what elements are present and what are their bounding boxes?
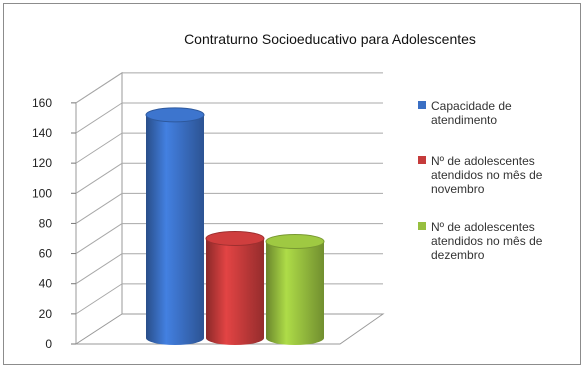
bar-3 [265, 234, 325, 345]
gridline-diagonal [75, 223, 123, 254]
y-tick-labels: 0 20 40 60 80 100 120 140 160 [32, 96, 52, 351]
legend-item: Nº de adolescentes atendidos no mês de nov… [418, 154, 543, 196]
gridline-diagonal [75, 162, 123, 194]
bar-top [205, 231, 265, 246]
bars-layer [145, 107, 325, 346]
y-tick-label: 160 [32, 96, 52, 110]
legend: Capacidade de atendimento Nº de adolescent… [418, 99, 543, 262]
y-tick-label: 120 [32, 156, 52, 170]
gridline-diagonal [75, 193, 123, 224]
y-tick-label: 60 [39, 247, 53, 261]
bar-top [145, 107, 205, 123]
bar-body [146, 114, 204, 346]
y-tick-label: 0 [45, 337, 52, 351]
legend-label: Nº de adolescentes atendidos no mês de nov… [431, 154, 543, 196]
gridline-diagonal [75, 253, 123, 285]
gridline-diagonal [75, 132, 123, 164]
gridline-diagonal [75, 102, 123, 134]
legend-label: Nº de adolescentes atendidos no mês de dez… [431, 220, 543, 262]
legend-swatch [418, 222, 426, 230]
bar-1 [145, 107, 205, 346]
gridline-diagonal [75, 72, 123, 104]
legend-swatch [418, 101, 426, 109]
gridline-diagonal [75, 283, 123, 315]
bar-2 [205, 231, 265, 345]
legend-item: Nº de adolescentes atendidos no mês de dez… [418, 220, 543, 262]
y-tick-label: 20 [39, 307, 53, 321]
chart-title: Contraturno Socioeducativo para Adolesce… [184, 31, 476, 47]
y-tick-label: 80 [39, 216, 53, 230]
legend-swatch [418, 156, 426, 164]
chart-frame: Contraturno Socioeducativo para Adolesce… [3, 3, 581, 365]
bar-body [206, 238, 264, 345]
bar-top [265, 234, 325, 250]
legend-item: Capacidade de atendimento [418, 99, 512, 127]
chart-svg: Contraturno Socioeducativo para Adolesce… [32, 31, 543, 351]
y-tick-label: 40 [39, 277, 53, 291]
y-tick-label: 140 [32, 126, 52, 140]
y-tick-label: 100 [32, 186, 52, 200]
bar-body [266, 241, 324, 345]
legend-label: Capacidade de atendimento [431, 99, 512, 127]
